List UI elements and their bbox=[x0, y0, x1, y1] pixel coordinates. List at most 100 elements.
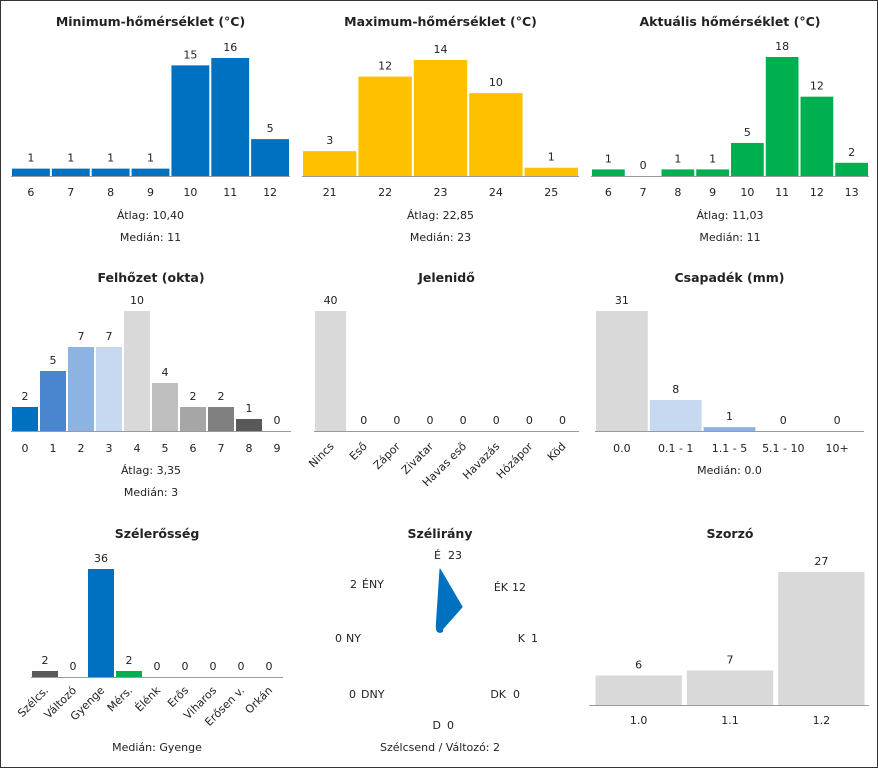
min-value-label-2: 1 bbox=[107, 152, 114, 165]
jelen-tick-label-6: Hózápor bbox=[494, 440, 536, 482]
szorzo-tick-label-1: 1.1 bbox=[721, 714, 739, 727]
csap-value-label-0: 31 bbox=[615, 294, 629, 307]
felho-bar-1 bbox=[40, 371, 66, 431]
szorzo-bar-1 bbox=[686, 670, 774, 705]
irany-direction-label-5: DNY bbox=[361, 688, 385, 701]
felho-chart-title: Felhőzet (okta) bbox=[97, 270, 204, 285]
felho-tick-label-7: 7 bbox=[218, 442, 225, 455]
szel-value-label-6: 0 bbox=[210, 660, 217, 673]
max-tick-label-1: 22 bbox=[378, 186, 392, 199]
akt-bar-0 bbox=[592, 169, 625, 176]
csap-tick-label-1: 0.1 - 1 bbox=[658, 442, 693, 455]
csap-value-label-3: 0 bbox=[780, 414, 787, 427]
irany-direction-label-4: D bbox=[433, 719, 441, 732]
akt-tick-label-7: 13 bbox=[845, 186, 859, 199]
felho-value-label-2: 7 bbox=[78, 330, 85, 343]
szel-tick-label-8: Orkán bbox=[243, 684, 276, 717]
max-tick-label-3: 24 bbox=[489, 186, 503, 199]
min-value-label-3: 1 bbox=[147, 152, 154, 165]
min-tick-label-1: 7 bbox=[67, 186, 74, 199]
akt-bar-3 bbox=[696, 169, 729, 176]
irany-direction-value-0: 23 bbox=[448, 549, 462, 562]
irany-direction-label-6: NY bbox=[346, 632, 361, 645]
min-tick-label-0: 6 bbox=[27, 186, 34, 199]
min-stat-0: Átlag: 10,40 bbox=[117, 209, 184, 222]
min-bar-2 bbox=[91, 168, 130, 176]
szel-tick-label-3: Mérs. bbox=[105, 684, 135, 714]
akt-chart-title: Aktuális hőmérséklet (°C) bbox=[640, 14, 821, 29]
max-value-label-4: 1 bbox=[548, 151, 555, 164]
min-bar-4 bbox=[171, 65, 210, 176]
szorzo-tick-label-0: 1.0 bbox=[630, 714, 648, 727]
szel-bar-2 bbox=[88, 569, 114, 677]
felho-tick-label-5: 5 bbox=[162, 442, 169, 455]
akt-tick-label-0: 6 bbox=[605, 186, 612, 199]
felho-bar-6 bbox=[180, 407, 206, 431]
akt-bar-6 bbox=[800, 96, 834, 176]
akt-tick-label-6: 12 bbox=[810, 186, 824, 199]
szel-value-label-7: 0 bbox=[238, 660, 245, 673]
felho-value-label-1: 5 bbox=[50, 354, 57, 367]
jelen-bar-0 bbox=[315, 311, 347, 431]
min-bar-6 bbox=[251, 139, 289, 176]
csap-tick-label-3: 5.1 - 10 bbox=[762, 442, 804, 455]
max-value-label-1: 12 bbox=[378, 60, 392, 73]
akt-tick-label-3: 9 bbox=[709, 186, 716, 199]
max-tick-label-2: 23 bbox=[434, 186, 448, 199]
min-tick-label-5: 11 bbox=[223, 186, 237, 199]
min-bar-0 bbox=[12, 168, 50, 176]
min-bar-3 bbox=[131, 168, 170, 176]
felho-tick-label-8: 8 bbox=[246, 442, 253, 455]
min-bar-1 bbox=[51, 168, 90, 176]
irany-direction-value-5: 0 bbox=[349, 688, 356, 701]
akt-stat-0: Átlag: 11,03 bbox=[696, 209, 763, 222]
csap-tick-label-2: 1.1 - 5 bbox=[712, 442, 747, 455]
max-stat-0: Átlag: 22,85 bbox=[407, 209, 474, 222]
min-value-label-4: 15 bbox=[183, 48, 197, 61]
akt-value-label-7: 2 bbox=[848, 146, 855, 159]
akt-bar-2 bbox=[661, 169, 695, 176]
max-value-label-2: 14 bbox=[434, 43, 448, 56]
csap-bar-0 bbox=[596, 311, 648, 431]
jelen-value-label-3: 0 bbox=[426, 414, 433, 427]
csap-value-label-4: 0 bbox=[834, 414, 841, 427]
min-value-label-0: 1 bbox=[27, 152, 34, 165]
akt-value-label-2: 1 bbox=[674, 152, 681, 165]
szorzo-value-label-1: 7 bbox=[727, 654, 734, 667]
akt-value-label-0: 1 bbox=[605, 152, 612, 165]
felho-bar-4 bbox=[124, 311, 150, 431]
szorzo-value-label-0: 6 bbox=[635, 658, 642, 671]
jelen-tick-label-0: Nincs bbox=[306, 440, 337, 471]
min-tick-label-6: 12 bbox=[263, 186, 277, 199]
irany-direction-label-1: ÉK bbox=[494, 581, 509, 594]
jelen-value-label-5: 0 bbox=[493, 414, 500, 427]
akt-value-label-3: 1 bbox=[709, 152, 716, 165]
akt-tick-label-1: 7 bbox=[640, 186, 647, 199]
irany-direction-label-2: K bbox=[518, 632, 526, 645]
felho-value-label-5: 4 bbox=[162, 366, 169, 379]
akt-value-label-1: 0 bbox=[640, 159, 647, 172]
min-stat-1: Medián: 11 bbox=[120, 231, 181, 244]
min-chart-title: Minimum-hőmérséklet (°C) bbox=[56, 14, 245, 29]
min-value-label-5: 16 bbox=[223, 41, 237, 54]
irany-direction-value-6: 0 bbox=[335, 632, 342, 645]
max-bar-4 bbox=[524, 167, 578, 176]
szel-value-label-3: 2 bbox=[126, 654, 133, 667]
jelen-value-label-0: 40 bbox=[324, 294, 338, 307]
jelen-tick-label-1: Eső bbox=[347, 440, 370, 463]
jelen-value-label-2: 0 bbox=[393, 414, 400, 427]
irany-direction-value-7: 2 bbox=[350, 578, 357, 591]
akt-stat-1: Medián: 11 bbox=[699, 231, 760, 244]
szel-value-label-2: 36 bbox=[94, 552, 108, 565]
max-bar-2 bbox=[413, 60, 468, 176]
max-stat-1: Medián: 23 bbox=[410, 231, 471, 244]
min-value-label-6: 5 bbox=[267, 122, 274, 135]
szel-stat-0: Medián: Gyenge bbox=[112, 741, 202, 754]
felho-value-label-9: 0 bbox=[274, 414, 281, 427]
jelen-value-label-1: 0 bbox=[360, 414, 367, 427]
irany-direction-value-1: 12 bbox=[512, 581, 526, 594]
max-bar-0 bbox=[303, 151, 357, 176]
felho-tick-label-4: 4 bbox=[134, 442, 141, 455]
